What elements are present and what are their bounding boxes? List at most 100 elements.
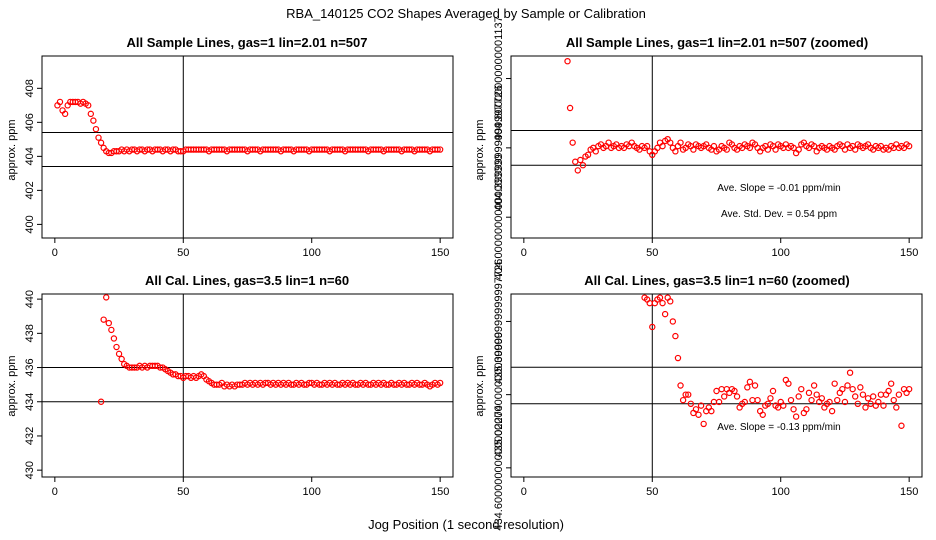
data-point — [100, 316, 107, 323]
data-point — [826, 398, 833, 406]
data-point — [733, 393, 741, 400]
data-point — [115, 350, 123, 358]
y-tick-label: 435.00000000000000000 — [493, 332, 505, 457]
data-point — [566, 104, 574, 112]
x-tick-label: 150 — [431, 247, 449, 259]
data-point — [810, 382, 818, 389]
data-point — [713, 387, 720, 395]
data-point — [875, 398, 882, 406]
shared-x-axis-label: Jog Position (1 second resolution) — [368, 517, 564, 532]
data-point — [805, 389, 813, 397]
x-tick-label: 100 — [303, 486, 321, 498]
data-point — [95, 134, 102, 141]
x-tick-label: 50 — [646, 486, 658, 498]
y-tick-label: 436 — [24, 358, 36, 376]
data-point — [790, 406, 797, 413]
data-point — [700, 420, 707, 428]
data-point — [574, 167, 581, 174]
data-point — [56, 98, 64, 106]
x-tick-label: 0 — [521, 247, 527, 259]
data-points — [54, 98, 444, 157]
data-points — [641, 294, 913, 429]
data-point — [744, 384, 751, 391]
data-point — [672, 332, 679, 340]
data-point — [852, 146, 859, 153]
y-axis-label: approx. ppm — [474, 119, 486, 180]
data-point — [677, 139, 684, 146]
y-tick-label: 430 — [24, 461, 36, 479]
data-point — [118, 355, 125, 363]
x-tick-label: 0 — [52, 247, 58, 259]
data-point — [708, 407, 715, 415]
data-point — [434, 146, 441, 153]
data-point — [746, 378, 754, 386]
y-tick-label: 432 — [24, 427, 36, 445]
panel-cal-lines-zoomed: All Cal. Lines, gas=3.5 lin=1 n=60 (zoom… — [474, 259, 923, 531]
data-point — [92, 125, 100, 133]
y-axis-label: approx. ppm — [6, 119, 18, 180]
data-point — [61, 110, 69, 118]
data-point — [677, 382, 684, 389]
data-point — [795, 146, 802, 153]
data-point — [749, 396, 756, 404]
data-point — [890, 396, 897, 404]
data-point — [643, 142, 651, 150]
data-point — [731, 387, 738, 395]
panel-title: All Sample Lines, gas=1 lin=2.01 n=507 (… — [566, 35, 868, 50]
data-point — [592, 148, 599, 155]
data-point — [862, 404, 869, 411]
data-point — [577, 156, 584, 164]
x-tick-label: 0 — [52, 486, 58, 498]
data-point — [887, 380, 895, 387]
y-axis-label: approx. ppm — [6, 355, 18, 416]
y-tick-label: 438 — [24, 324, 36, 342]
data-point — [113, 343, 120, 351]
data-point — [718, 385, 725, 393]
data-point — [659, 299, 666, 307]
y-axis-label: approx. ppm — [474, 355, 486, 416]
slope-annotation: Ave. Slope = -0.13 ppm/min — [717, 422, 841, 433]
data-point — [798, 385, 805, 393]
y-tick-label: 404 — [24, 147, 36, 165]
data-point — [682, 391, 689, 398]
plot-frame — [41, 293, 454, 478]
data-point — [572, 158, 579, 165]
data-point — [854, 400, 861, 407]
data-point — [880, 402, 887, 409]
data-point — [828, 407, 836, 415]
data-point — [764, 146, 772, 153]
data-point — [780, 402, 787, 409]
data-point — [831, 380, 838, 387]
data-point — [564, 58, 571, 65]
panel-title: All Cal. Lines, gas=3.5 lin=1 n=60 — [145, 273, 349, 288]
data-point — [898, 422, 905, 429]
data-point — [674, 354, 682, 362]
panel-cal-lines: All Cal. Lines, gas=3.5 lin=1 n=60 appro… — [6, 273, 454, 498]
panel-title: All Sample Lines, gas=1 lin=2.01 n=507 — [127, 35, 368, 50]
data-point — [110, 335, 118, 342]
data-point — [721, 393, 728, 400]
x-tick-label: 100 — [772, 486, 790, 498]
y-tick-label: 400 — [24, 215, 36, 233]
y-tick-label: 435.39999999999997726 — [493, 259, 505, 384]
slope-annotation: Ave. Slope = -0.01 ppm/min — [717, 183, 841, 194]
y-tick-label: 402 — [24, 181, 36, 199]
y-tick-label: 404.80000000000001137 — [493, 16, 505, 141]
data-point — [667, 298, 674, 305]
data-point — [746, 144, 754, 152]
data-point — [808, 396, 815, 404]
x-tick-label: 0 — [521, 486, 527, 498]
data-point — [764, 400, 772, 407]
plot-frame — [41, 55, 454, 239]
data-point — [569, 139, 576, 146]
data-point — [584, 151, 592, 158]
data-point — [846, 369, 854, 376]
data-point — [841, 398, 849, 406]
data-point — [857, 384, 864, 391]
data-point — [769, 387, 777, 395]
data-point — [723, 146, 730, 153]
data-point — [436, 379, 444, 387]
data-points — [564, 58, 913, 174]
data-point — [877, 391, 885, 398]
